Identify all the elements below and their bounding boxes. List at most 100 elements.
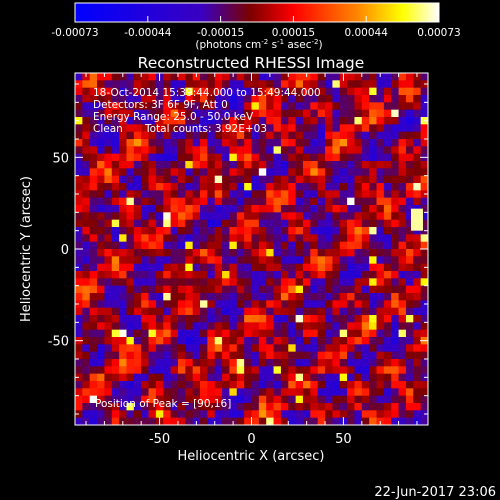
heatmap-cell	[104, 168, 113, 177]
heatmap-cell	[354, 300, 363, 309]
heatmap-cell	[325, 87, 333, 96]
heatmap-cell	[302, 146, 311, 155]
heatmap-cell	[141, 285, 149, 294]
heatmap-cell	[148, 205, 157, 213]
annotation-total-counts: Total counts: 3.92E+03	[144, 123, 267, 135]
heatmap-cell	[369, 285, 377, 294]
heatmap-cell	[383, 117, 392, 125]
heatmap-cell	[258, 344, 267, 353]
heatmap-cell	[251, 403, 260, 411]
heatmap-cell	[310, 315, 319, 323]
heatmap-cell	[288, 95, 297, 103]
heatmap-cell	[75, 234, 83, 243]
heatmap-cell	[405, 395, 414, 404]
heatmap-cell	[111, 337, 120, 345]
heatmap-cell	[155, 359, 164, 367]
heatmap-cell	[89, 410, 98, 419]
heatmap-cell	[266, 278, 274, 287]
heatmap-cell	[376, 95, 385, 103]
heatmap-cell	[200, 329, 208, 338]
heatmap-cell	[361, 153, 370, 162]
heatmap-cell	[347, 205, 355, 213]
heatmap-cell	[369, 212, 377, 221]
heatmap-cell	[273, 271, 282, 279]
heatmap-cell	[214, 109, 223, 118]
heatmap-cell	[133, 307, 142, 316]
heatmap-cell	[141, 410, 149, 419]
heatmap-cell	[126, 139, 135, 147]
heatmap-cell	[200, 234, 208, 243]
heatmap-cell	[214, 175, 223, 184]
heatmap-cell	[310, 256, 319, 265]
heatmap-cell	[141, 344, 149, 353]
heatmap-cell	[148, 241, 157, 250]
heatmap-cell	[119, 117, 127, 125]
heatmap-cell	[347, 102, 355, 111]
heatmap-cell	[391, 381, 399, 389]
heatmap-cell	[126, 95, 135, 103]
heatmap-cell	[177, 322, 186, 331]
heatmap-cell	[236, 153, 245, 162]
x-tick-label: 50	[335, 432, 352, 447]
heatmap-cell	[229, 131, 238, 140]
heatmap-cell	[317, 285, 326, 294]
heatmap-cell	[222, 271, 230, 279]
heatmap-cell	[126, 337, 135, 345]
heatmap-cell	[273, 315, 282, 323]
heatmap-cell	[266, 359, 274, 367]
heatmap-cell	[97, 183, 105, 191]
heatmap-cell	[104, 395, 113, 404]
heatmap-cell	[133, 183, 142, 191]
heatmap-cell	[310, 417, 319, 425]
heatmap-cell	[170, 417, 179, 425]
heatmap-cell	[325, 293, 333, 301]
y-tick-labels: 500-50	[48, 151, 69, 349]
heatmap-cell	[420, 315, 428, 323]
heatmap-cell	[244, 410, 252, 419]
heatmap-cell	[317, 102, 326, 111]
heatmap-cell	[266, 373, 274, 382]
heatmap-cell	[302, 80, 311, 89]
heatmap-cell	[413, 388, 422, 397]
heatmap-cell	[391, 175, 399, 184]
heatmap-cell	[405, 146, 414, 155]
heatmap-cell	[170, 146, 179, 155]
heatmap-cell	[405, 366, 414, 375]
heatmap-cell	[75, 161, 83, 169]
heatmap-cell	[310, 337, 319, 345]
heatmap-cell	[295, 197, 304, 206]
heatmap-cell	[420, 205, 428, 213]
heatmap-cell	[310, 307, 319, 316]
heatmap-cell	[148, 190, 157, 199]
heatmap-cell	[104, 241, 113, 250]
heatmap-cell	[133, 153, 142, 162]
heatmap-cell	[347, 241, 355, 250]
heatmap-cell	[302, 300, 311, 309]
heatmap-cell	[369, 219, 377, 228]
heatmap-cell	[244, 381, 252, 389]
heatmap-cell	[236, 183, 245, 191]
heatmap-cell	[332, 278, 341, 287]
heatmap-cell	[295, 234, 304, 243]
heatmap-cell	[111, 307, 120, 316]
heatmap-cell	[177, 300, 186, 309]
heatmap-cell	[413, 315, 422, 323]
heatmap-cell	[288, 139, 297, 147]
heatmap-cell	[288, 359, 297, 367]
heatmap-cell	[82, 131, 91, 140]
heatmap-cell	[185, 337, 194, 345]
heatmap-cell	[177, 403, 186, 411]
heatmap-cell	[266, 168, 274, 177]
heatmap-cell	[236, 278, 245, 287]
heatmap-cell	[192, 344, 201, 353]
heatmap-cell	[170, 388, 179, 397]
heatmap-cell	[185, 410, 194, 419]
heatmap-cell	[185, 168, 194, 177]
heatmap-cell	[376, 315, 385, 323]
heatmap-cell	[192, 212, 201, 221]
heatmap-cell	[347, 256, 355, 265]
heatmap-cell	[148, 197, 157, 206]
footer-timestamp: 22-Jun-2017 23:06	[374, 485, 496, 500]
heatmap-cell	[236, 219, 245, 228]
heatmap-cell	[258, 146, 267, 155]
